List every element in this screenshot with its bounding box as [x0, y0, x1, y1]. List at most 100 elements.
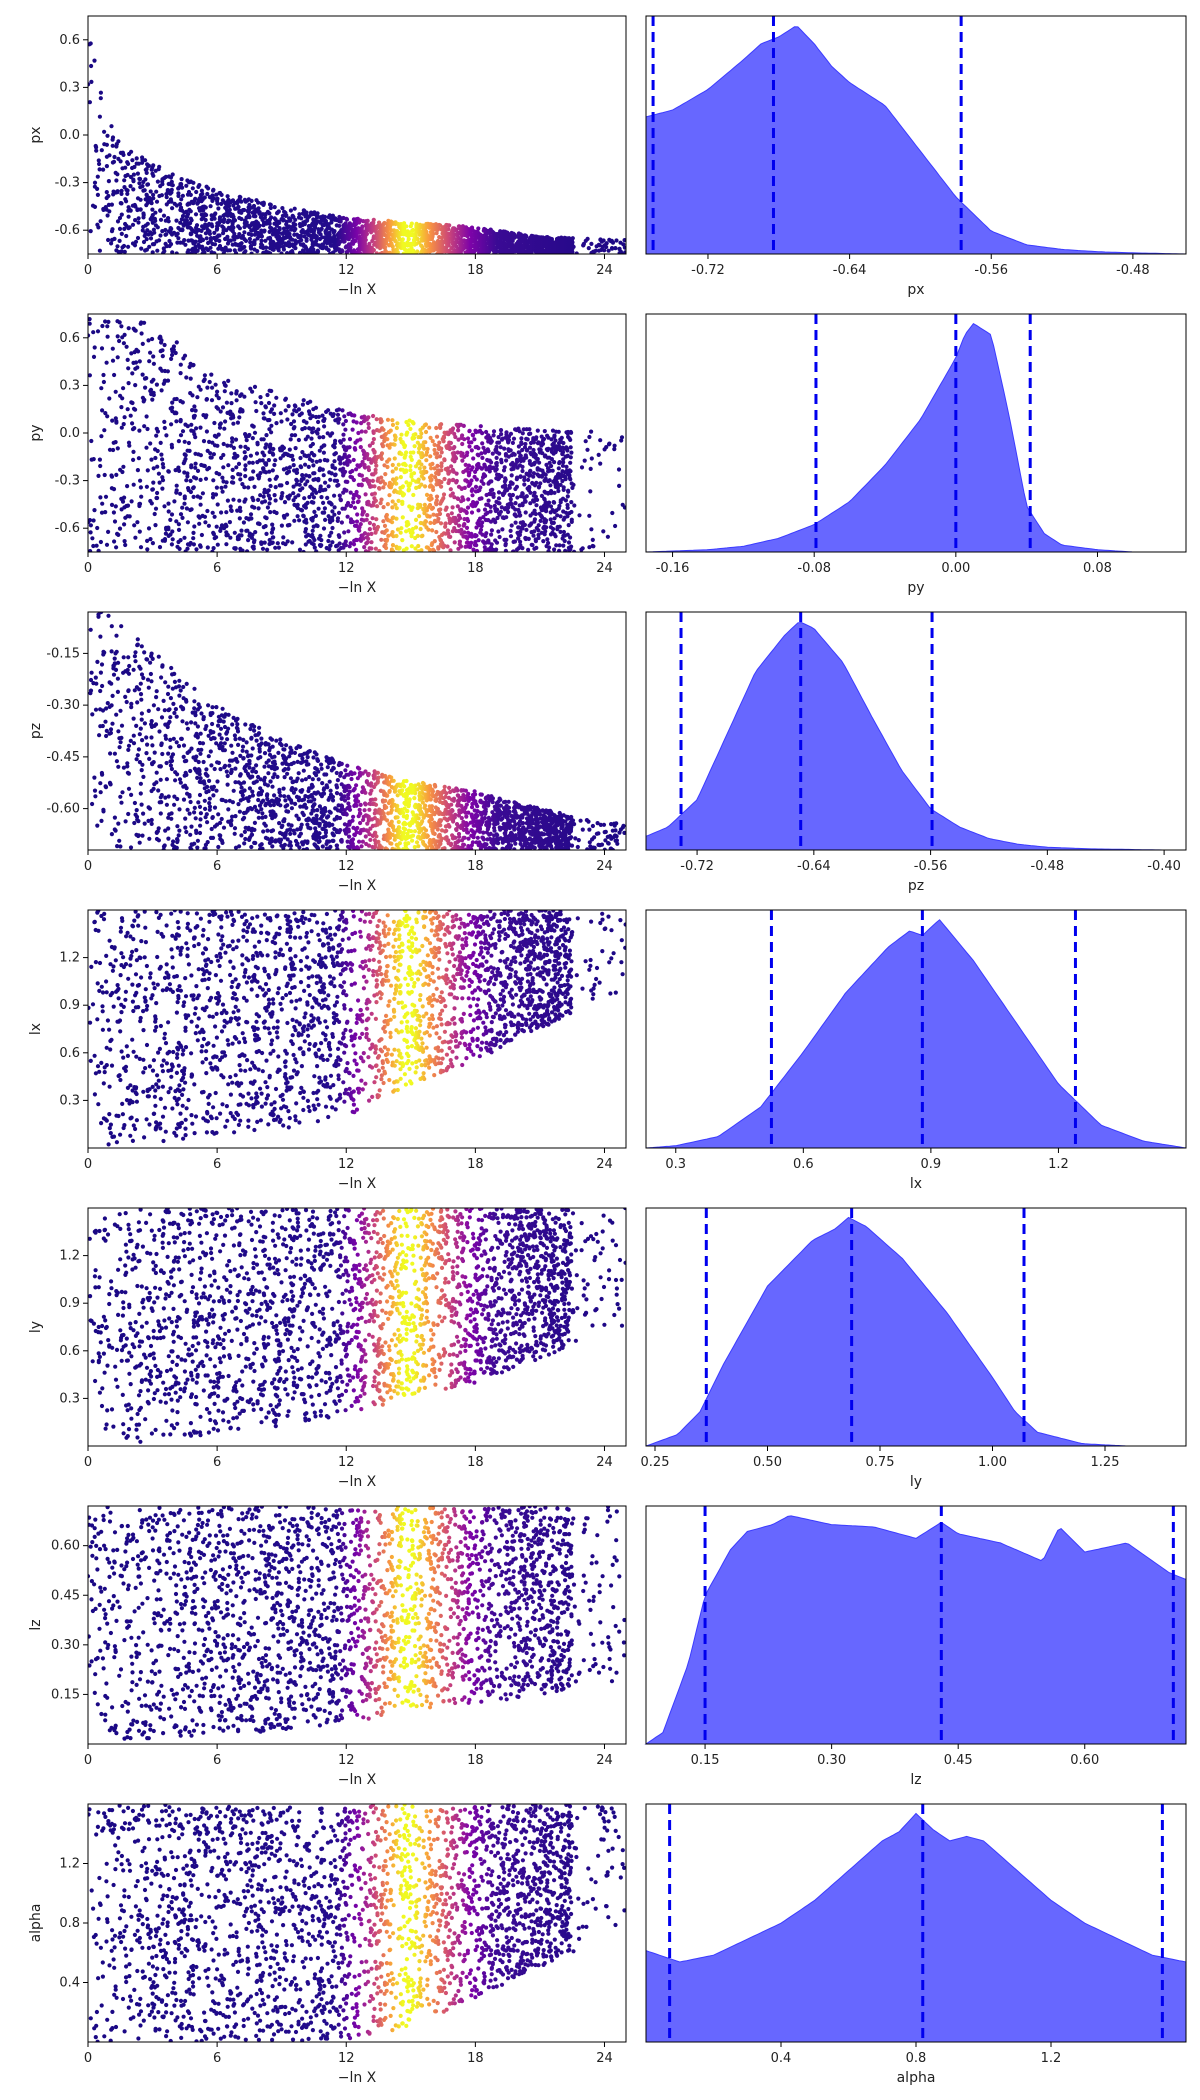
trace-point	[146, 526, 152, 531]
trace-point	[394, 248, 399, 253]
trace-point	[139, 494, 144, 499]
trace-point	[355, 512, 360, 517]
trace-point	[469, 225, 475, 230]
trace-point	[442, 476, 447, 482]
trace-point	[223, 484, 228, 489]
trace-point	[160, 354, 165, 359]
trace-point	[303, 542, 308, 547]
trace-point	[503, 548, 508, 552]
trace-point	[219, 455, 224, 460]
trace-point	[561, 457, 566, 462]
trace-point	[109, 241, 114, 246]
trace-point	[144, 445, 149, 450]
trace-point	[473, 235, 478, 240]
trace-point	[613, 246, 618, 251]
trace-point	[205, 191, 210, 197]
trace-point	[126, 161, 131, 166]
trace-point	[185, 448, 190, 453]
trace-point	[428, 483, 433, 488]
trace-point	[445, 466, 450, 471]
trace-point	[312, 509, 317, 514]
trace-point	[196, 452, 201, 457]
trace-point	[98, 96, 103, 101]
trace-ylabel: px	[28, 126, 44, 143]
trace-point	[416, 240, 421, 245]
trace-point	[442, 457, 447, 462]
trace-point	[215, 196, 220, 201]
trace-point	[226, 463, 231, 468]
trace-point	[104, 164, 109, 169]
trace-point	[243, 249, 248, 254]
trace-point	[515, 495, 520, 500]
trace-point	[241, 520, 246, 525]
trace-point	[128, 184, 133, 189]
trace-point	[160, 368, 165, 373]
trace-point	[494, 444, 499, 449]
trace-point	[232, 218, 238, 223]
trace-point	[114, 419, 119, 424]
trace-point	[489, 532, 494, 537]
trace-point	[110, 346, 115, 351]
trace-point	[194, 547, 199, 552]
trace-point	[99, 510, 105, 515]
trace-point	[92, 508, 97, 513]
trace-point	[264, 221, 269, 226]
trace-point	[419, 231, 424, 236]
trace-point	[437, 478, 442, 484]
trace-point	[553, 448, 558, 453]
trace-point	[463, 241, 468, 246]
trace-point	[541, 250, 546, 254]
trace-point	[510, 231, 515, 237]
trace-point	[549, 491, 554, 496]
trace-point	[531, 462, 537, 467]
trace-point	[272, 462, 277, 468]
trace-point	[250, 210, 255, 215]
trace-point	[466, 463, 471, 468]
trace-point	[153, 506, 159, 511]
trace-point	[374, 417, 379, 422]
trace-point	[137, 503, 142, 509]
trace-point	[184, 478, 189, 483]
trace-point	[283, 213, 288, 218]
trace-xtick-label: 24	[596, 263, 613, 278]
trace-point	[197, 238, 202, 244]
trace-point	[320, 413, 325, 418]
trace-point	[383, 542, 388, 547]
trace-point	[98, 219, 103, 224]
posterior-area-px	[645, 26, 1187, 255]
trace-point	[504, 430, 509, 435]
trace-point	[366, 425, 371, 430]
trace-point	[222, 389, 227, 394]
trace-point	[213, 382, 218, 387]
trace-point	[88, 523, 93, 528]
trace-point	[301, 208, 306, 213]
trace-point	[190, 186, 195, 191]
trace-point	[411, 432, 416, 438]
trace-point	[160, 462, 165, 467]
trace-point	[228, 443, 233, 448]
trace-point	[430, 226, 435, 231]
trace-point	[249, 228, 254, 233]
trace-point	[91, 543, 96, 549]
trace-point	[236, 472, 241, 477]
trace-point	[269, 430, 274, 435]
trace-point	[423, 429, 429, 435]
trace-point	[441, 496, 446, 501]
trace-point	[127, 151, 132, 157]
trace-point	[420, 425, 425, 430]
trace-point	[358, 445, 363, 450]
trace-point	[283, 396, 288, 401]
trace-point	[157, 238, 162, 243]
trace-point	[558, 514, 563, 519]
trace-point	[342, 452, 347, 457]
trace-point	[507, 485, 512, 490]
trace-point	[300, 402, 305, 407]
trace-point	[267, 427, 272, 432]
trace-point	[316, 419, 321, 425]
trace-point	[184, 375, 189, 380]
trace-point	[321, 473, 326, 478]
trace-point	[546, 490, 551, 496]
trace-ytick-label: -0.3	[55, 176, 80, 191]
trace-point	[110, 418, 115, 423]
trace-point	[163, 232, 168, 237]
